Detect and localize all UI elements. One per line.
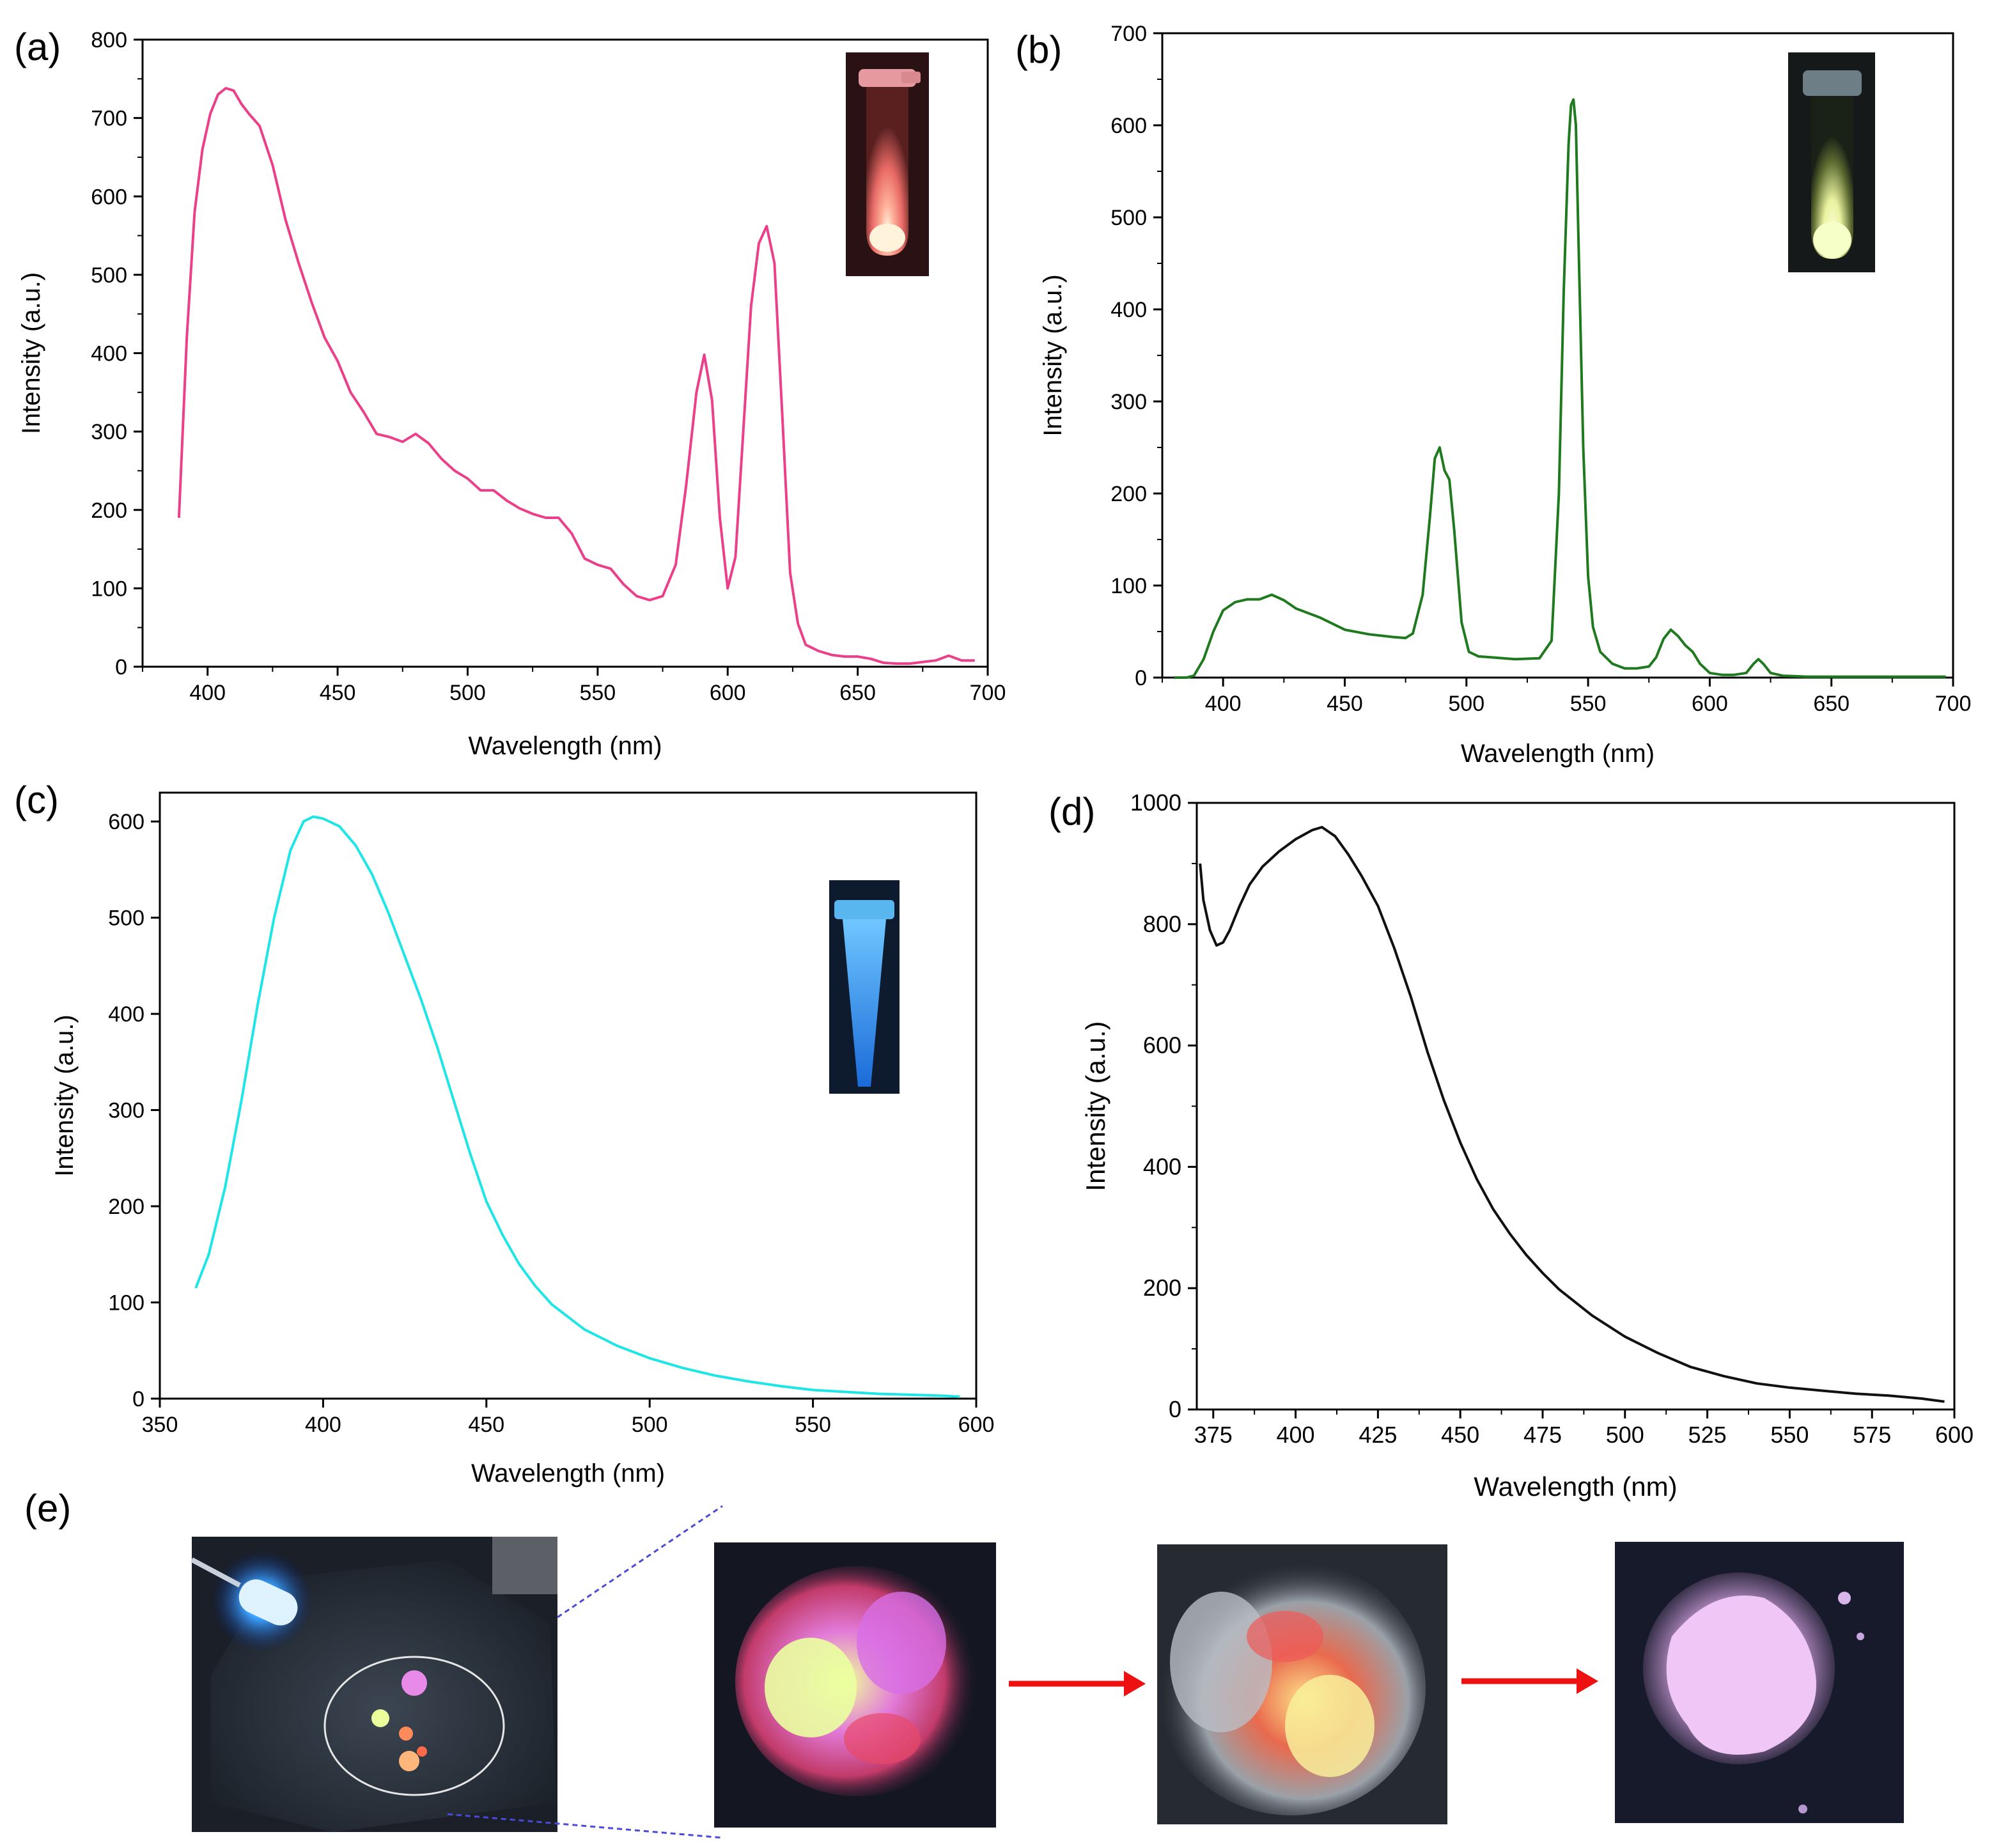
y-axis-label: Intensity (a.u.) (1039, 274, 1067, 436)
y-tick-label: 500 (1110, 206, 1147, 230)
y-tick-label: 700 (91, 107, 127, 131)
arrow-2 (1461, 1668, 1598, 1694)
y-tick-label: 800 (91, 28, 127, 52)
x-tick-label: 400 (1277, 1422, 1315, 1448)
x-tick-label: 600 (710, 681, 746, 705)
panel-label-a: (a) (14, 26, 61, 68)
y-tick-label: 1000 (1130, 789, 1181, 816)
x-tick-label: 600 (958, 1413, 995, 1437)
x-tick-label: 550 (579, 681, 616, 705)
photo-white-powder (1615, 1542, 1904, 1823)
y-tick-label: 500 (91, 263, 127, 288)
y-tick-label: 600 (91, 185, 127, 209)
arrow-1 (1009, 1671, 1146, 1697)
y-tick-label: 400 (1143, 1153, 1181, 1179)
x-axis-label: Wavelength (nm) (1461, 740, 1655, 768)
y-tick-label: 200 (1143, 1275, 1181, 1301)
x-tick-label: 550 (1570, 692, 1607, 716)
x-tick-label: 650 (839, 681, 876, 705)
inset-blue-tube-photo (829, 880, 900, 1094)
y-tick-label: 300 (108, 1099, 144, 1123)
x-tick-label: 475 (1523, 1422, 1562, 1448)
series-line (177, 87, 975, 665)
x-tick-label: 500 (449, 681, 486, 705)
x-tick-label: 425 (1359, 1422, 1397, 1448)
y-tick-label: 100 (1110, 574, 1147, 598)
series-line (194, 815, 960, 1398)
x-axis-label: Wavelength (nm) (468, 732, 662, 760)
y-tick-label: 100 (108, 1291, 144, 1316)
x-tick-label: 450 (1441, 1422, 1479, 1448)
inset-yellow-tube-photo (1788, 52, 1875, 272)
x-tick-label: 350 (142, 1413, 178, 1437)
x-tick-label: 550 (795, 1413, 831, 1437)
x-tick-label: 400 (189, 681, 226, 705)
x-tick-label: 450 (320, 681, 356, 705)
x-tick-label: 600 (1935, 1422, 1974, 1448)
chart-c: 350 400 450 500 550 600 0 100 200 300 400 500 600 Wav… (51, 791, 995, 1487)
panel-label-e: (e) (24, 1487, 71, 1530)
x-tick-label: 450 (468, 1413, 504, 1437)
chart-a: 400 450 500 550 600 650 700 0 100 200 300 400 500 600… (17, 28, 1006, 760)
y-tick-label: 300 (91, 420, 127, 444)
inset-red-tube-photo (846, 52, 929, 276)
x-tick-label: 550 (1770, 1422, 1809, 1448)
photo-blending-powders (1157, 1544, 1447, 1824)
y-tick-label: 0 (1135, 666, 1147, 690)
y-tick-label: 600 (1143, 1032, 1181, 1059)
y-tick-label: 800 (1143, 911, 1181, 937)
x-tick-label: 500 (1448, 692, 1484, 716)
photo-mixed-powders (714, 1542, 996, 1828)
x-tick-label: 500 (632, 1413, 668, 1437)
y-tick-label: 600 (108, 810, 144, 834)
plot-frame (159, 791, 978, 1400)
y-tick-label: 300 (1110, 390, 1147, 414)
y-tick-label: 0 (132, 1387, 144, 1411)
chart-b: 400 450 500 550 600 650 700 0 100 200 300 400 500 600… (1039, 22, 1971, 768)
y-axis-label: Intensity (a.u.) (1080, 1021, 1110, 1191)
y-tick-label: 100 (91, 577, 127, 601)
x-tick-label: 500 (1606, 1422, 1644, 1448)
zoom-guide-bottom (447, 1813, 723, 1839)
y-tick-label: 400 (91, 342, 127, 366)
series-line (1199, 826, 1945, 1403)
y-tick-label: 400 (1110, 298, 1147, 322)
x-tick-label: 575 (1853, 1422, 1891, 1448)
chart-d: 375 400 425 450 475 500 525 550 575 600 0 200 400 600… (1080, 789, 1974, 1502)
x-tick-label: 525 (1688, 1422, 1727, 1448)
y-axis-label: Intensity (a.u.) (17, 272, 45, 434)
panel-label-c: (c) (14, 779, 59, 821)
zoom-guide-top (557, 1505, 723, 1619)
sample-circle (323, 1656, 505, 1796)
series-line (1174, 98, 1946, 679)
y-tick-label: 600 (1110, 114, 1147, 138)
y-tick-label: 0 (115, 655, 127, 679)
y-tick-label: 0 (1169, 1396, 1181, 1422)
panel-label-d: (d) (1048, 790, 1095, 833)
y-tick-label: 200 (91, 499, 127, 523)
x-axis-label: Wavelength (nm) (471, 1459, 665, 1487)
y-tick-label: 200 (108, 1195, 144, 1219)
x-tick-label: 600 (1692, 692, 1728, 716)
y-tick-label: 700 (1110, 22, 1147, 46)
y-tick-label: 500 (108, 906, 144, 931)
x-tick-label: 400 (305, 1413, 341, 1437)
panel-label-b: (b) (1015, 28, 1062, 71)
x-tick-label: 450 (1327, 692, 1363, 716)
plot-frame (1196, 802, 1956, 1411)
y-tick-label: 200 (1110, 482, 1147, 506)
y-axis-label: Intensity (a.u.) (51, 1014, 79, 1176)
x-tick-label: 400 (1205, 692, 1242, 716)
x-tick-label: 700 (1935, 692, 1972, 716)
photo-led-setup (191, 1537, 557, 1832)
x-axis-label: Wavelength (nm) (1474, 1471, 1677, 1502)
y-tick-label: 400 (108, 1002, 144, 1027)
x-tick-label: 700 (970, 681, 1006, 705)
x-tick-label: 375 (1194, 1422, 1233, 1448)
x-tick-label: 650 (1813, 692, 1850, 716)
